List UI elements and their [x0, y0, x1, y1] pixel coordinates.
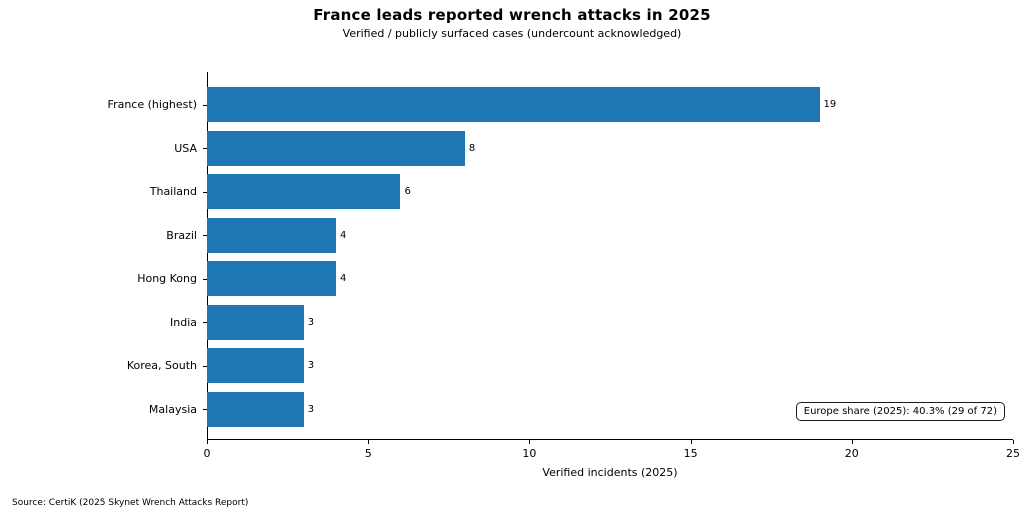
bar-track: 3: [207, 344, 1013, 388]
x-tick-mark: [851, 440, 853, 444]
category-label: USA: [0, 127, 207, 171]
bar-track: 4: [207, 214, 1013, 258]
category-label: Thailand: [0, 170, 207, 214]
bar-row: Hong Kong 4: [0, 257, 1013, 301]
bar: [207, 304, 304, 340]
x-tick-label: 5: [364, 447, 372, 460]
x-tick-label: 20: [844, 447, 859, 460]
bar-value-label: 4: [339, 273, 347, 285]
y-tick-mark: [203, 148, 207, 150]
category-label: Hong Kong: [0, 257, 207, 301]
bar-row: Thailand 6: [0, 170, 1013, 214]
x-tick-label: 25: [1006, 447, 1020, 460]
bar-value-label: 8: [468, 142, 476, 154]
source-note: Source: CertiK (2025 Skynet Wrench Attac…: [12, 498, 249, 508]
y-tick-mark: [203, 409, 207, 411]
y-tick-mark: [203, 235, 207, 237]
chart-subtitle: Verified / publicly surfaced cases (unde…: [342, 27, 682, 40]
bar-value-label: 19: [823, 99, 837, 111]
bar: [207, 87, 820, 123]
bar-value-label: 6: [404, 186, 411, 198]
y-tick-mark: [203, 322, 207, 324]
bar: [207, 217, 336, 253]
category-label: Brazil: [0, 214, 207, 258]
x-tick-label: 10: [522, 447, 537, 460]
bar: [207, 130, 465, 166]
bar-value-label: 3: [307, 316, 315, 328]
x-tick-label: 0: [203, 447, 211, 460]
bar-value-label: 3: [307, 403, 315, 415]
bar-track: 19: [207, 83, 1013, 127]
x-tick-mark: [207, 440, 208, 444]
bar: [207, 174, 401, 210]
y-tick-mark: [203, 191, 207, 193]
category-label: Korea, South: [0, 344, 207, 388]
bar: [207, 348, 304, 384]
y-tick-mark: [203, 278, 207, 280]
bar-track: 3: [207, 301, 1013, 345]
bar-track: 3: [207, 388, 1013, 432]
bar-row: France (highest) 19: [0, 83, 1013, 127]
x-tick-mark: [368, 440, 370, 444]
y-tick-mark: [203, 365, 207, 367]
bar-row: India 3: [0, 301, 1013, 345]
bar-row: Korea, South 3: [0, 344, 1013, 388]
bar: [207, 391, 304, 427]
x-tick-mark: [690, 440, 692, 444]
x-tick-label: 15: [683, 447, 698, 460]
plot-area: [207, 72, 1013, 440]
bar-value-label: 4: [339, 229, 347, 241]
y-tick-mark: [203, 104, 207, 106]
chart-title: France leads reported wrench attacks in …: [313, 6, 711, 24]
bar-track: 6: [207, 170, 1013, 214]
annotation-box: Europe share (2025): 40.3% (29 of 72): [795, 402, 1005, 421]
x-tick-mark: [529, 440, 531, 444]
bar: [207, 261, 336, 297]
bar-rows: France (highest) 19 USA 8 Thailand 6 Brazil 4 Ho…: [0, 83, 1013, 431]
category-label: France (highest): [0, 83, 207, 127]
x-tick-mark: [1013, 440, 1014, 444]
bar-track: 4: [207, 257, 1013, 301]
category-label: Malaysia: [0, 388, 207, 432]
bar-value-label: 3: [307, 360, 315, 372]
bar-row: Malaysia 3: [0, 388, 1013, 432]
x-axis-ticks: 0 5 10 15 20 25: [203, 440, 1020, 466]
x-axis-label: Verified incidents (2025): [542, 466, 678, 479]
bar-track: 8: [207, 127, 1013, 171]
bar-row: USA 8: [0, 127, 1013, 171]
category-label: India: [0, 301, 207, 345]
bar-row: Brazil 4: [0, 214, 1013, 258]
